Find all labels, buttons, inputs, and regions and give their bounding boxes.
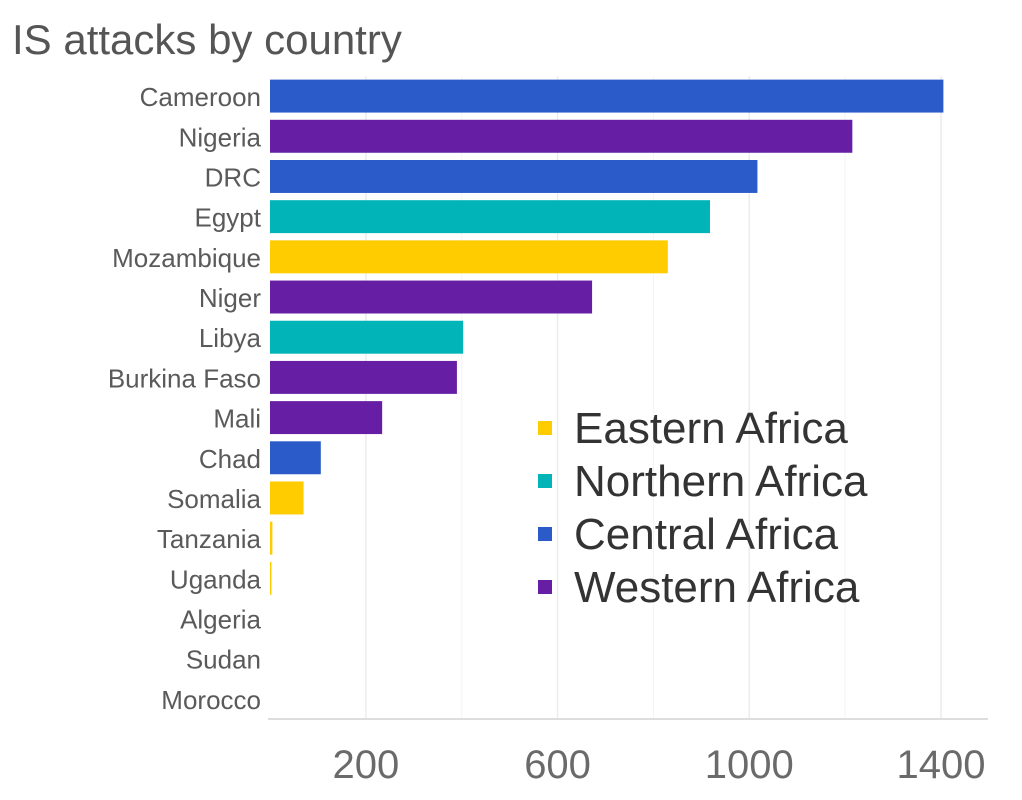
y-category-label: Niger (199, 283, 261, 313)
x-tick-label: 600 (524, 743, 591, 787)
bar (270, 441, 321, 475)
x-tick-label: 1000 (705, 743, 794, 787)
x-tick-label: 1400 (897, 743, 986, 787)
x-axis-ticks: 200 600 1000 1400 (332, 743, 985, 787)
bar (270, 401, 383, 435)
legend-label: Northern Africa (574, 457, 868, 506)
bar (270, 481, 304, 515)
y-category-label: Nigeria (179, 122, 262, 152)
bar (270, 200, 710, 234)
bar (270, 240, 668, 274)
bar (270, 280, 593, 314)
bar (270, 320, 464, 354)
y-category-label: Egypt (195, 203, 262, 233)
legend-label: Eastern Africa (574, 404, 848, 453)
bar (270, 79, 944, 113)
y-category-label: Uganda (170, 564, 262, 594)
y-category-label: Somalia (167, 484, 261, 514)
legend-swatch (538, 421, 552, 435)
legend-swatch (538, 580, 552, 594)
legend-swatch (538, 527, 552, 541)
y-category-label: Tanzania (157, 524, 262, 554)
bar (270, 360, 457, 394)
y-category-label: Algeria (180, 605, 261, 635)
y-category-label: Morocco (161, 685, 261, 715)
bar (270, 521, 273, 555)
legend-label: Central Africa (574, 510, 839, 559)
y-category-label: Mozambique (112, 243, 261, 273)
legend-swatch (538, 474, 552, 488)
y-category-label: Burkina Faso (108, 363, 261, 393)
y-category-label: Chad (199, 444, 261, 474)
y-category-label: DRC (205, 162, 261, 192)
x-tick-label: 200 (332, 743, 399, 787)
chart-title: IS attacks by country (12, 16, 402, 63)
bar (270, 159, 758, 193)
y-category-label: Cameroon (140, 82, 261, 112)
legend-label: Western Africa (574, 563, 860, 612)
bar (270, 119, 853, 153)
y-category-label: Libya (199, 323, 262, 353)
bar (270, 561, 272, 595)
y-category-label: Sudan (186, 645, 261, 675)
bars (270, 79, 944, 595)
y-category-label: Mali (213, 404, 261, 434)
y-axis-labels: Cameroon Nigeria DRC Egypt Mozambique Niger Li… (108, 82, 262, 715)
